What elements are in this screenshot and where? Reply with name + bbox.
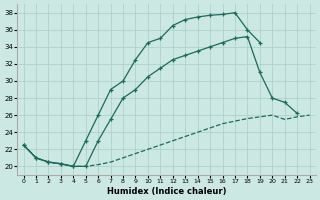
X-axis label: Humidex (Indice chaleur): Humidex (Indice chaleur): [107, 187, 226, 196]
